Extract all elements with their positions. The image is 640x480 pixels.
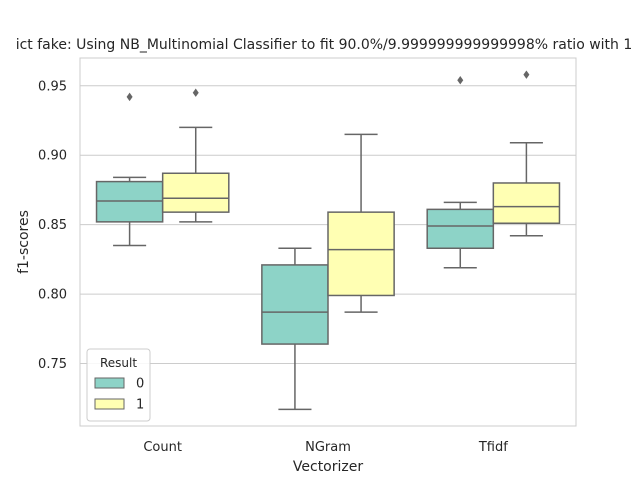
y-tick-label: 0.85: [38, 218, 67, 233]
box-0-NGram: [261, 247, 329, 411]
legend-swatch-1: [94, 398, 125, 410]
y-tick-label: 0.90: [38, 149, 67, 164]
box-iqr: [327, 211, 395, 297]
box-0-Count: [95, 92, 164, 247]
y-axis-ticks: 0.75 0.80 0.85 0.90 0.95: [38, 79, 67, 372]
box-series: [95, 70, 561, 411]
outlier-point: [523, 70, 530, 79]
legend-label-0: 0: [136, 377, 144, 392]
box-0-Tfidf: [426, 76, 495, 269]
box-1-Tfidf: [492, 70, 561, 237]
box-iqr: [161, 172, 230, 213]
box-iqr: [261, 264, 329, 345]
x-tick-label: Tfidf: [478, 440, 508, 455]
y-tick-label: 0.80: [38, 288, 67, 303]
legend-title: Result: [100, 356, 137, 370]
box-1-NGram: [327, 133, 395, 313]
outlier-point: [126, 92, 133, 102]
legend-swatch-0: [94, 377, 125, 389]
y-tick-label: 0.95: [38, 79, 67, 94]
box-1-Count: [161, 88, 230, 223]
legend: Result 0 1: [86, 348, 151, 422]
x-tick-label: NGram: [305, 440, 351, 455]
box-iqr: [492, 182, 561, 225]
chart-title: ict fake: Using NB_Multinomial Classifie…: [16, 37, 633, 53]
y-axis-label: f1-scores: [16, 210, 32, 274]
y-tick-label: 0.75: [38, 357, 67, 372]
plot-frame: [79, 57, 577, 427]
outlier-point: [457, 76, 464, 85]
x-tick-label: Count: [143, 440, 182, 455]
x-axis-label: Vectorizer: [293, 459, 363, 475]
box-iqr: [426, 208, 495, 249]
outlier-point: [192, 88, 199, 97]
x-axis-ticks: Count NGram Tfidf: [143, 440, 508, 455]
legend-label-1: 1: [136, 398, 144, 413]
